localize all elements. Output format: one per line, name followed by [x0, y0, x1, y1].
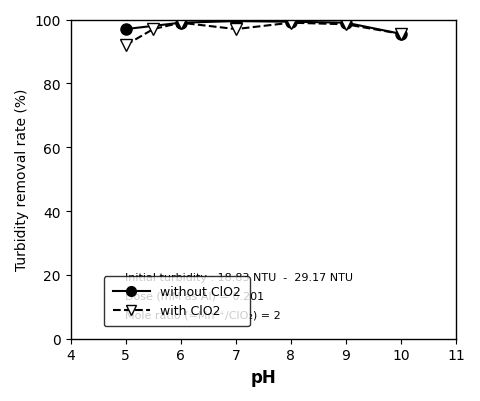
X-axis label: pH: pH: [251, 368, 276, 386]
Y-axis label: Turbidity removal rate (%): Turbidity removal rate (%): [15, 89, 29, 271]
Text: Mole ratio (=Mn²⁺/ClO₂) = 2: Mole ratio (=Mn²⁺/ClO₂) = 2: [125, 310, 280, 320]
Text: Dose (mM as Al) = 0.201: Dose (mM as Al) = 0.201: [125, 291, 264, 301]
Text: Initial turbidity : 18.83 NTU  -  29.17 NTU: Initial turbidity : 18.83 NTU - 29.17 NT…: [125, 272, 353, 282]
Legend: without ClO2, with ClO2: without ClO2, with ClO2: [104, 277, 250, 326]
